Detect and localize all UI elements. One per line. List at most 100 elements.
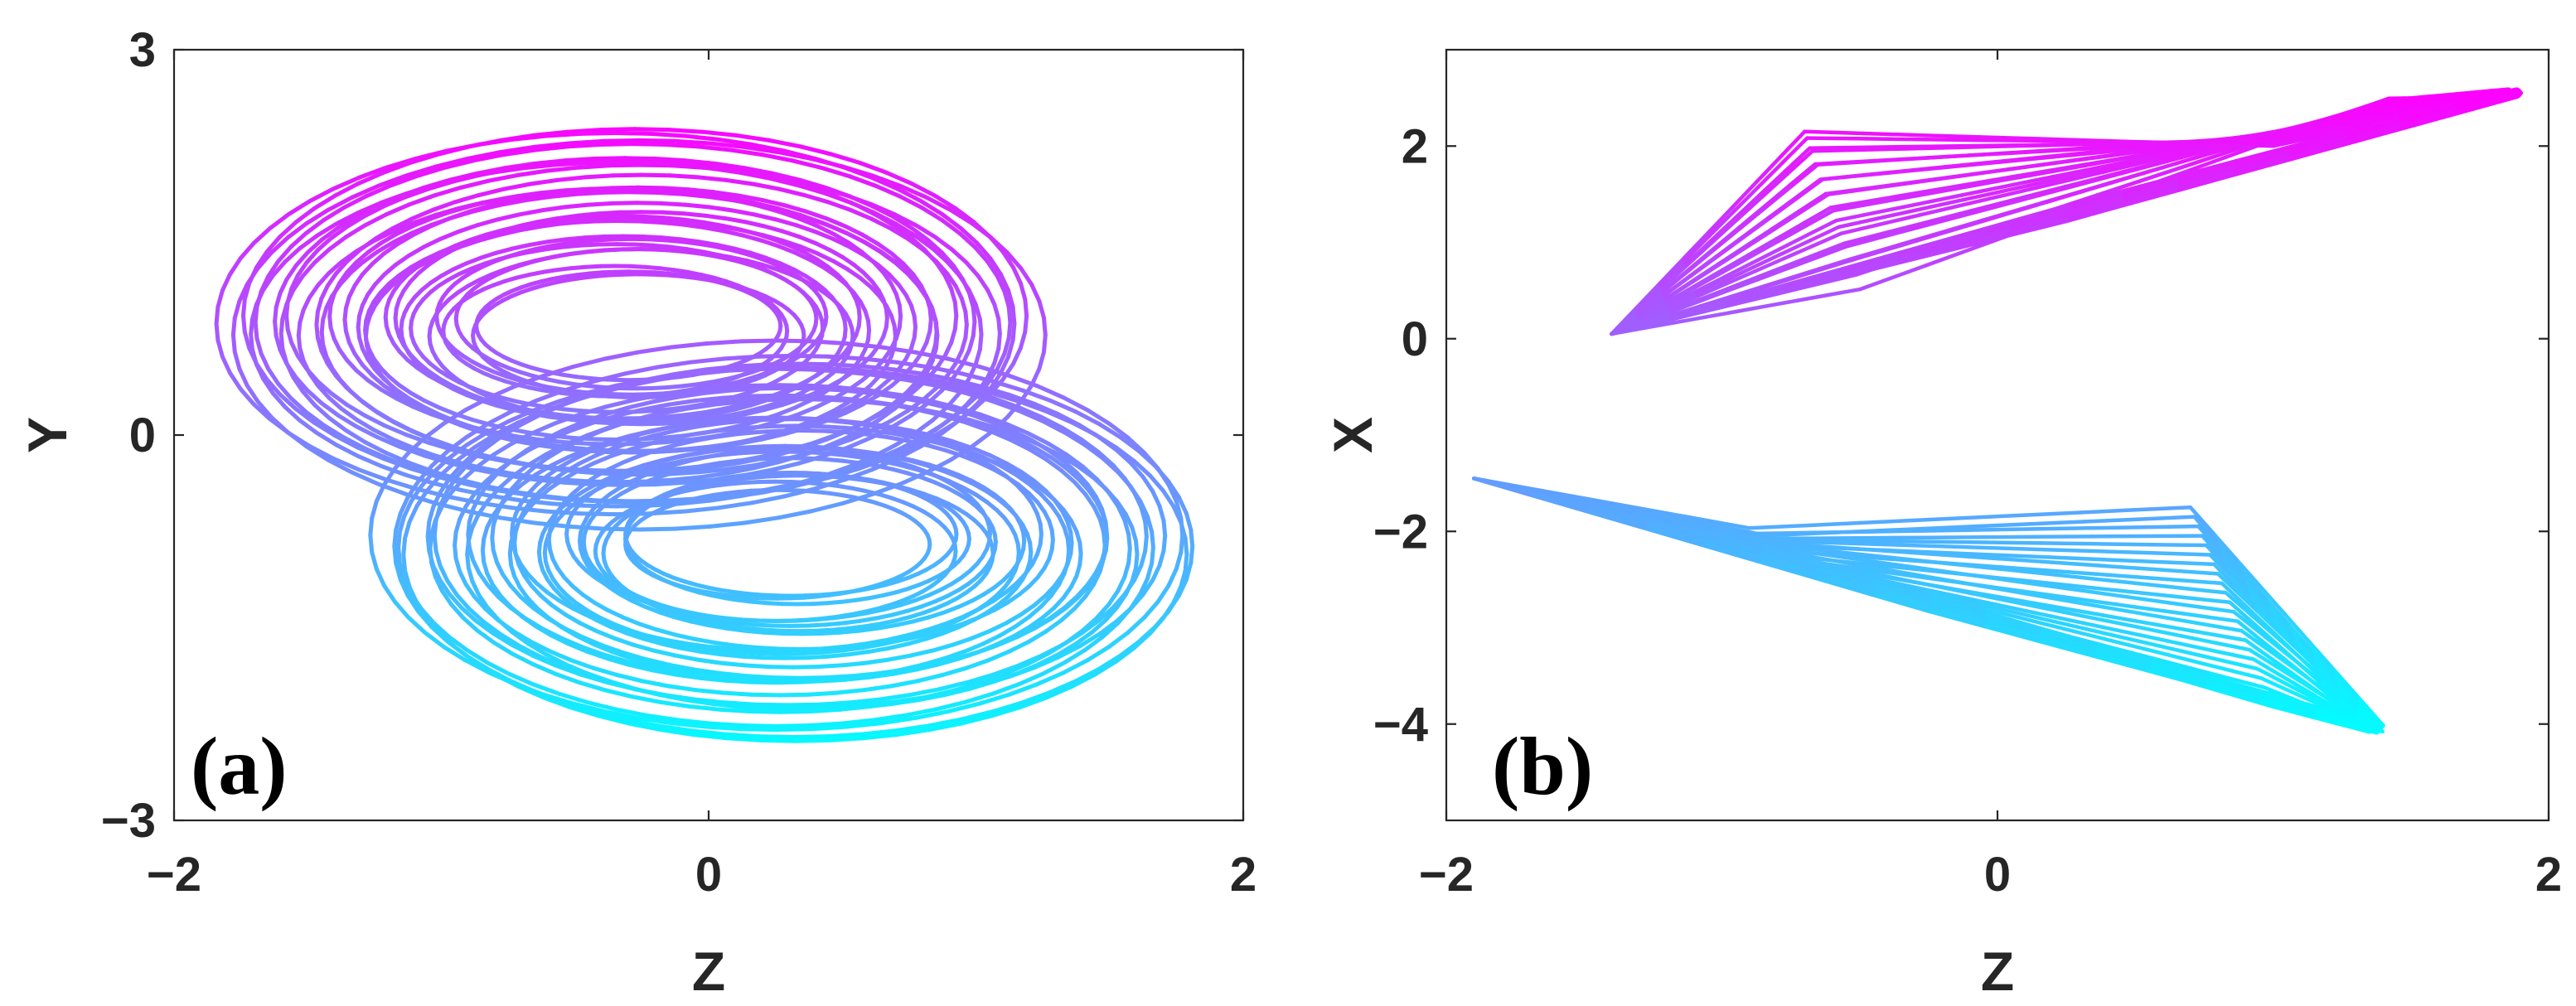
trajectory-segment-b bbox=[1924, 239, 1994, 268]
trajectory-segment-a bbox=[259, 274, 271, 294]
ytick-label-a: 0 bbox=[129, 409, 156, 462]
trajectory-segment-a bbox=[368, 515, 375, 538]
trajectory-segment-b bbox=[1805, 136, 1868, 141]
trajectory-segment-a bbox=[409, 258, 427, 270]
trajectory-segment-b bbox=[2065, 146, 2131, 157]
trajectory-segment-a bbox=[564, 128, 603, 134]
trajectory-segment-a bbox=[587, 614, 609, 626]
trajectory-segment-a bbox=[953, 206, 976, 225]
trajectory-segment-a bbox=[553, 671, 582, 685]
trajectory-segment-a bbox=[648, 131, 687, 138]
trajectory-segment-a bbox=[712, 641, 738, 648]
trajectory-segment-a bbox=[669, 721, 709, 729]
trajectory-segment-a bbox=[495, 560, 505, 577]
trajectory-segment-a bbox=[398, 577, 410, 598]
trajectory-segment-a bbox=[545, 590, 562, 603]
trajectory-segment-a bbox=[789, 480, 809, 485]
trajectory-segment-a bbox=[431, 176, 464, 188]
trajectory-segment-b bbox=[1649, 510, 1689, 522]
trajectory-segment-b bbox=[1803, 129, 1866, 136]
trajectory-segment-a bbox=[889, 226, 910, 241]
trajectory-segment-a bbox=[563, 665, 593, 679]
trajectory-segment-a bbox=[894, 728, 932, 738]
trajectory-segment-b bbox=[2133, 505, 2193, 512]
trajectory-segment-a bbox=[884, 316, 889, 330]
trajectory-segment-a bbox=[580, 475, 597, 487]
trajectory-segment-a bbox=[960, 371, 995, 384]
trajectory-segment-a bbox=[884, 435, 910, 443]
trajectory-segment-a bbox=[425, 520, 432, 539]
trajectory-segment-b bbox=[2225, 566, 2252, 593]
trajectory-segment-b bbox=[1932, 544, 1992, 550]
trajectory-segment-a bbox=[860, 728, 899, 737]
trajectory-segment-a bbox=[496, 617, 515, 635]
trajectory-segment-a bbox=[754, 370, 772, 379]
trajectory-segment-b bbox=[1730, 180, 1759, 210]
trajectory-segment-b bbox=[2046, 555, 2106, 562]
trajectory-segment-a bbox=[840, 164, 874, 178]
trajectory-segment-a bbox=[766, 704, 802, 710]
trajectory-segment-a bbox=[845, 588, 864, 595]
trajectory-segment-b bbox=[2475, 89, 2495, 94]
trajectory-segment-a bbox=[1184, 561, 1194, 582]
trajectory-segment-a bbox=[1032, 402, 1061, 417]
trajectory-segment-a bbox=[396, 383, 414, 395]
trajectory-segment-a bbox=[354, 250, 370, 264]
trajectory-segment-a bbox=[703, 364, 738, 372]
trajectory-segment-a bbox=[232, 298, 242, 321]
trajectory-segment-b bbox=[1691, 262, 1722, 284]
trajectory-segment-b bbox=[2023, 510, 2083, 517]
trajectory-segment-a bbox=[760, 592, 779, 598]
trajectory-segment-a bbox=[1011, 265, 1023, 286]
trajectory-segment-a bbox=[756, 353, 796, 359]
trajectory-segment-a bbox=[502, 162, 536, 171]
trajectory-segment-a bbox=[513, 374, 546, 389]
trajectory-segment-a bbox=[329, 225, 350, 240]
trajectory-segment-a bbox=[878, 693, 913, 702]
trajectory-segment-b bbox=[1726, 277, 1760, 293]
trajectory-segment-a bbox=[701, 407, 725, 415]
trajectory-segment-a bbox=[755, 428, 782, 434]
trajectory-segment-a bbox=[274, 333, 283, 352]
trajectory-segment-a bbox=[965, 388, 995, 400]
trajectory-segment-a bbox=[1047, 606, 1067, 621]
trajectory-segment-a bbox=[942, 604, 961, 615]
trajectory-segment-a bbox=[872, 210, 898, 226]
trajectory-segment-b bbox=[2340, 118, 2369, 126]
trajectory-segment-a bbox=[1114, 445, 1137, 464]
trajectory-segment-a bbox=[406, 615, 427, 635]
trajectory-segment-a bbox=[991, 465, 1009, 478]
trajectory-segment-a bbox=[416, 263, 431, 276]
trajectory-segment-a bbox=[285, 221, 309, 240]
trajectory-segment-a bbox=[521, 195, 552, 203]
trajectory-segment-a bbox=[845, 267, 863, 280]
trajectory-segment-b bbox=[1719, 253, 1751, 273]
trajectory-segment-b bbox=[2126, 140, 2191, 151]
trajectory-segment-a bbox=[734, 457, 757, 463]
trajectory-segment-a bbox=[533, 463, 554, 477]
trajectory-segment-b bbox=[1963, 183, 2031, 201]
trajectory-segment-b bbox=[1894, 247, 1955, 265]
trajectory-segment-a bbox=[849, 201, 877, 215]
trajectory-segment-a bbox=[665, 273, 684, 278]
trajectory-segment-a bbox=[491, 631, 515, 647]
trajectory-segment-a bbox=[467, 507, 476, 525]
trajectory-segment-a bbox=[762, 403, 785, 413]
trajectory-segment-a bbox=[592, 709, 627, 722]
trajectory-segment-b bbox=[1808, 225, 1841, 243]
trajectory-segment-a bbox=[742, 628, 766, 635]
trajectory-segment-a bbox=[691, 733, 729, 741]
trajectory-segment-b bbox=[1694, 278, 1727, 296]
trajectory-segment-a bbox=[409, 222, 434, 235]
trajectory-segment-a bbox=[850, 420, 879, 428]
trajectory-segment-a bbox=[859, 250, 876, 264]
trajectory-segment-a bbox=[716, 137, 754, 147]
trajectory-segment-b bbox=[1969, 192, 2038, 213]
trajectory-segment-a bbox=[407, 584, 419, 605]
trajectory-segment-a bbox=[1155, 583, 1171, 604]
trajectory-segment-a bbox=[682, 133, 721, 142]
trajectory-segment-b bbox=[1707, 209, 1736, 238]
trajectory-segment-a bbox=[1092, 659, 1118, 677]
trajectory-segment-a bbox=[336, 413, 359, 429]
trajectory-segment-a bbox=[453, 517, 462, 534]
